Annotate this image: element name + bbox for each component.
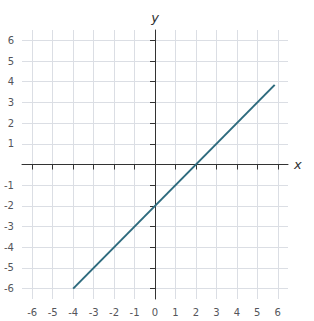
svg-text:-3: -3 bbox=[4, 221, 14, 232]
svg-text:3: 3 bbox=[8, 97, 14, 108]
svg-text:2: 2 bbox=[8, 118, 14, 129]
svg-text:4: 4 bbox=[234, 307, 240, 318]
svg-text:4: 4 bbox=[8, 76, 14, 87]
svg-text:-1: -1 bbox=[4, 180, 14, 191]
svg-text:5: 5 bbox=[254, 307, 260, 318]
svg-text:6: 6 bbox=[275, 307, 281, 318]
svg-text:3: 3 bbox=[213, 307, 219, 318]
svg-text:-5: -5 bbox=[48, 307, 58, 318]
svg-text:1: 1 bbox=[8, 138, 14, 149]
svg-text:-4: -4 bbox=[68, 307, 78, 318]
svg-text:-6: -6 bbox=[4, 283, 14, 294]
svg-text:-3: -3 bbox=[89, 307, 99, 318]
svg-text:-2: -2 bbox=[4, 200, 14, 211]
svg-text:-2: -2 bbox=[109, 307, 119, 318]
svg-text:-1: -1 bbox=[130, 307, 140, 318]
svg-text:-6: -6 bbox=[27, 307, 37, 318]
svg-text:1: 1 bbox=[172, 307, 178, 318]
svg-text:5: 5 bbox=[8, 56, 14, 67]
svg-text:-5: -5 bbox=[4, 262, 14, 273]
svg-text:2: 2 bbox=[193, 307, 199, 318]
svg-text:0: 0 bbox=[152, 307, 158, 318]
svg-text:x: x bbox=[293, 157, 302, 172]
svg-text:-4: -4 bbox=[4, 242, 14, 253]
svg-text:y: y bbox=[150, 10, 159, 25]
svg-text:6: 6 bbox=[8, 35, 14, 46]
